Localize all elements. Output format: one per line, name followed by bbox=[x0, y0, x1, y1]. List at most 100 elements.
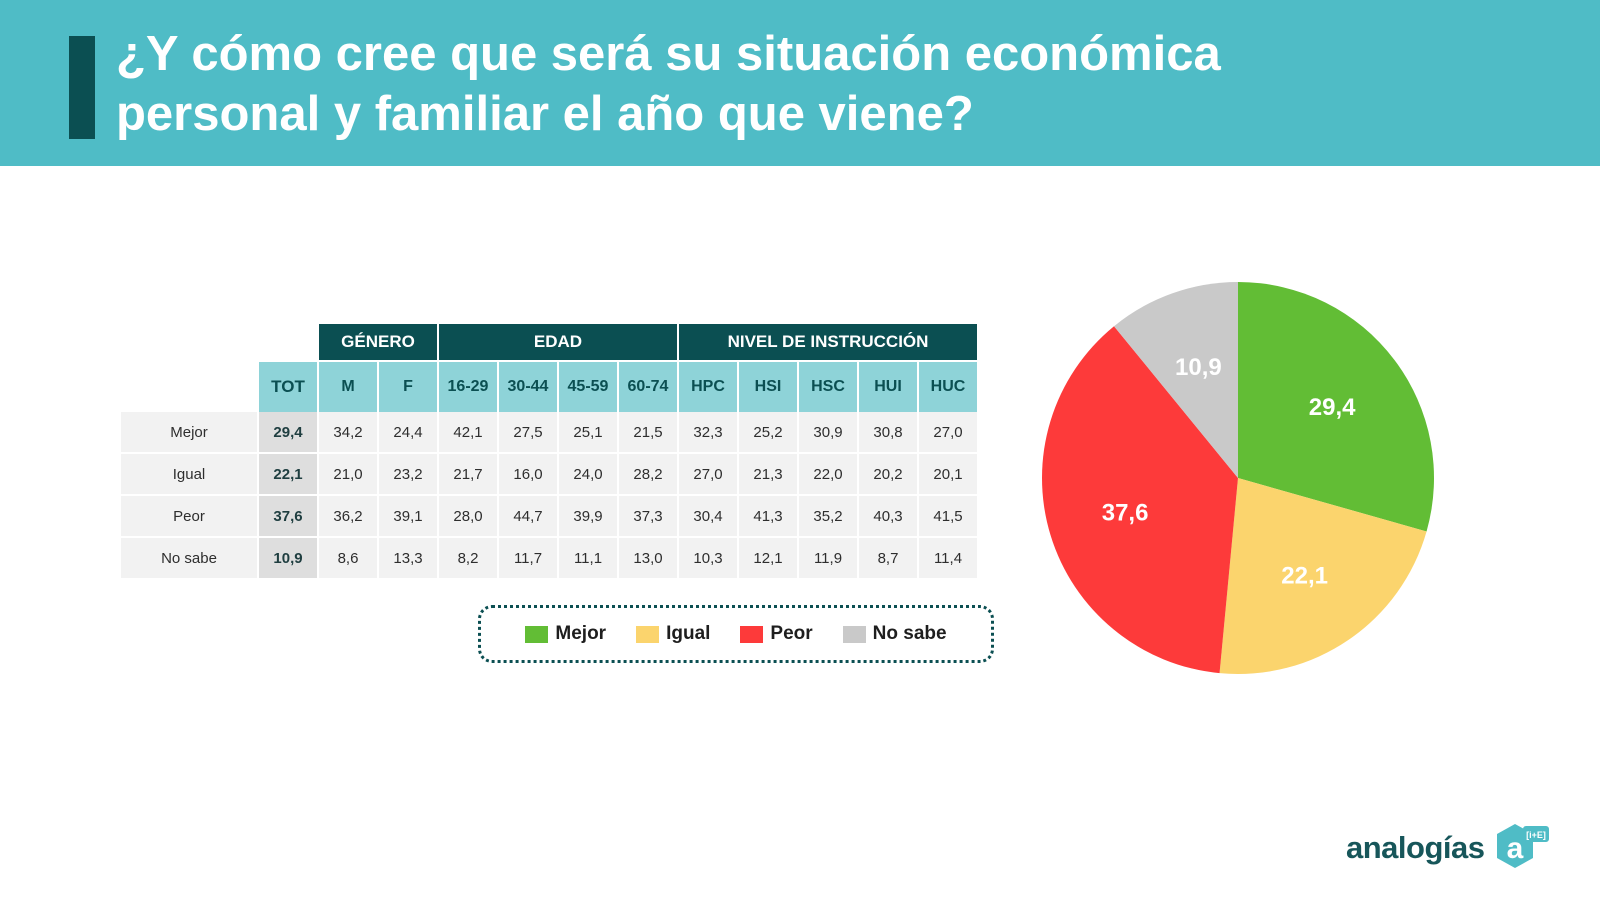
legend-swatch bbox=[740, 625, 764, 643]
row-label-mejor: Mejor bbox=[121, 412, 259, 454]
table-cell: 8,7 bbox=[859, 538, 919, 580]
logo-text: analogías bbox=[1346, 830, 1485, 865]
table-cell: 30,8 bbox=[859, 412, 919, 454]
pie-slice-peor bbox=[1042, 326, 1238, 674]
pie-slice-igual bbox=[1219, 478, 1427, 674]
table-cell: 10,9 bbox=[259, 538, 319, 580]
legend-item-no-sabe: No sabe bbox=[842, 623, 947, 645]
table-cell: 36,2 bbox=[319, 496, 379, 538]
table-cell: 41,3 bbox=[739, 496, 799, 538]
page-title: ¿Y cómo cree que será su situación econó… bbox=[116, 24, 1416, 144]
table-cell: 10,3 bbox=[679, 538, 739, 580]
table-cell: 13,3 bbox=[379, 538, 439, 580]
table-cell: 21,7 bbox=[439, 454, 499, 496]
legend-item-igual: Igual bbox=[636, 623, 710, 645]
legend-label: Igual bbox=[666, 623, 711, 644]
table-cell: 34,2 bbox=[319, 412, 379, 454]
table-cell: 42,1 bbox=[439, 412, 499, 454]
table-cell: 25,1 bbox=[559, 412, 619, 454]
column-header-huc: HUC bbox=[919, 362, 979, 412]
column-header-f: F bbox=[379, 362, 439, 412]
column-header-hsc: HSC bbox=[799, 362, 859, 412]
table-cell: 39,9 bbox=[559, 496, 619, 538]
table-cell: 23,2 bbox=[379, 454, 439, 496]
legend-swatch bbox=[636, 625, 660, 643]
table-cell: 11,1 bbox=[559, 538, 619, 580]
group-header-genero: GÉNERO bbox=[319, 324, 439, 360]
logo-badge-sub: [i+E] bbox=[1526, 830, 1546, 840]
table-cell: 28,0 bbox=[439, 496, 499, 538]
column-header-30-44: 30-44 bbox=[499, 362, 559, 412]
table-cell: 16,0 bbox=[499, 454, 559, 496]
column-header-m: M bbox=[319, 362, 379, 412]
table-cell: 32,3 bbox=[679, 412, 739, 454]
column-header-60-74: 60-74 bbox=[619, 362, 679, 412]
column-header-45-59: 45-59 bbox=[559, 362, 619, 412]
table-cell: 27,0 bbox=[679, 454, 739, 496]
table-cell: 25,2 bbox=[739, 412, 799, 454]
column-header-tot: TOT bbox=[259, 362, 319, 412]
header-banner: ¿Y cómo cree que será su situación econó… bbox=[0, 0, 1600, 166]
table-cell: 21,5 bbox=[619, 412, 679, 454]
table-cell: 11,4 bbox=[919, 538, 979, 580]
column-header-hui: HUI bbox=[859, 362, 919, 412]
table-cell: 37,3 bbox=[619, 496, 679, 538]
logo-badge-letter: a bbox=[1506, 832, 1523, 865]
table-cell: 8,2 bbox=[439, 538, 499, 580]
table-cell: 39,1 bbox=[379, 496, 439, 538]
chart-legend: Mejor Igual Peor No sabe bbox=[478, 605, 994, 663]
table-cell: 28,2 bbox=[619, 454, 679, 496]
table-cell: 44,7 bbox=[499, 496, 559, 538]
table-cell: 22,1 bbox=[259, 454, 319, 496]
row-label-peor: Peor bbox=[121, 496, 259, 538]
table-cell: 41,5 bbox=[919, 496, 979, 538]
results-table: GÉNERO EDAD NIVEL DE INSTRUCCIÓN TOT M F 16-29… bbox=[121, 324, 979, 580]
table-cell: 13,0 bbox=[619, 538, 679, 580]
column-header-16-29: 16-29 bbox=[439, 362, 499, 412]
table-cell: 20,2 bbox=[859, 454, 919, 496]
table-cell: 12,1 bbox=[739, 538, 799, 580]
column-header-hpc: HPC bbox=[679, 362, 739, 412]
table-cell: 24,0 bbox=[559, 454, 619, 496]
group-header-nivel-instruccion: NIVEL DE INSTRUCCIÓN bbox=[679, 324, 979, 360]
table-cell: 29,4 bbox=[259, 412, 319, 454]
legend-swatch bbox=[842, 625, 866, 643]
table-cell: 11,9 bbox=[799, 538, 859, 580]
legend-label: Mejor bbox=[555, 623, 607, 644]
group-header-edad: EDAD bbox=[439, 324, 679, 360]
table-cell: 40,3 bbox=[859, 496, 919, 538]
title-line-2: personal y familiar el año que viene? bbox=[116, 87, 974, 141]
legend-item-mejor: Mejor bbox=[525, 623, 606, 645]
row-label-header-blank bbox=[121, 360, 259, 412]
table-cell: 8,6 bbox=[319, 538, 379, 580]
pie-label-igual: 22,1 bbox=[1281, 562, 1328, 589]
pie-label-peor: 37,6 bbox=[1102, 499, 1149, 526]
table-cell: 27,0 bbox=[919, 412, 979, 454]
legend-label: No sabe bbox=[872, 623, 947, 644]
table-cell: 22,0 bbox=[799, 454, 859, 496]
table-cell: 35,2 bbox=[799, 496, 859, 538]
logo-badge-icon: a [i+E] bbox=[1496, 824, 1549, 868]
pie-slice-mejor bbox=[1238, 282, 1434, 532]
table-cell: 30,4 bbox=[679, 496, 739, 538]
pie-label-mejor: 29,4 bbox=[1309, 394, 1356, 421]
title-line-1: ¿Y cómo cree que será su situación econó… bbox=[116, 27, 1221, 81]
legend-swatch bbox=[525, 625, 549, 643]
table-cell: 21,3 bbox=[739, 454, 799, 496]
table-cell: 24,4 bbox=[379, 412, 439, 454]
table-cell: 20,1 bbox=[919, 454, 979, 496]
row-label-no-sabe: No sabe bbox=[121, 538, 259, 580]
table-cell: 11,7 bbox=[499, 538, 559, 580]
legend-item-peor: Peor bbox=[740, 623, 813, 645]
table-cell: 30,9 bbox=[799, 412, 859, 454]
column-header-hsi: HSI bbox=[739, 362, 799, 412]
header-accent-bar bbox=[69, 36, 95, 139]
pie-slice-no-sabe bbox=[1114, 282, 1238, 478]
table-cell: 37,6 bbox=[259, 496, 319, 538]
table-corner-blank bbox=[121, 324, 319, 360]
pie-label-no-sabe: 10,9 bbox=[1175, 354, 1222, 381]
row-label-igual: Igual bbox=[121, 454, 259, 496]
legend-label: Peor bbox=[770, 623, 813, 644]
pie-chart: 29,4 22,1 37,6 10,9 bbox=[1042, 282, 1434, 674]
table-cell: 21,0 bbox=[319, 454, 379, 496]
